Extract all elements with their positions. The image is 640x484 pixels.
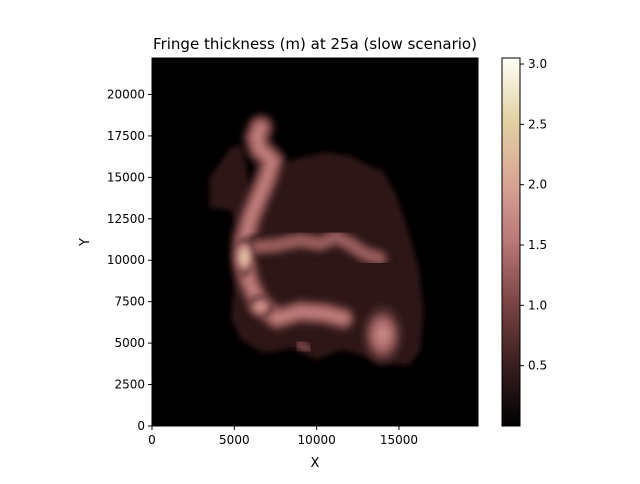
x-axis: 0 5000 10000 15000: [148, 426, 418, 447]
colorbar-gradient: [501, 57, 521, 427]
y-axis-label: Y: [78, 238, 93, 247]
y-tick-label: 10000: [107, 253, 145, 267]
y-tick-label: 7500: [114, 295, 145, 309]
fringe-blob: [246, 295, 275, 319]
fringe-ribbon: [290, 334, 317, 358]
y-tick-label: 5000: [114, 336, 145, 350]
x-tick-label: 5000: [219, 433, 250, 447]
colorbar-tick-label: 3.0: [528, 57, 547, 71]
y-tick-label: 0: [137, 419, 145, 433]
y-tick-label: 12500: [107, 212, 145, 226]
colorbar-tick-label: 1.0: [528, 298, 547, 312]
colorbar-tick-label: 2.0: [528, 178, 547, 192]
y-tick-label: 15000: [107, 170, 145, 184]
y-tick-label: 2500: [114, 378, 145, 392]
x-axis-label: X: [311, 456, 320, 471]
y-tick-label: 17500: [107, 129, 145, 143]
plot-frame: [151, 57, 479, 427]
y-axis: 0 2500 5000 7500 10000 12500 15000 17500 20000: [107, 87, 152, 433]
plot-area: [151, 57, 479, 427]
colorbar-tick-label: 0.5: [528, 359, 547, 373]
colorbar-tick-label: 2.5: [528, 117, 547, 131]
x-tick-label: 0: [148, 433, 156, 447]
colorbar: 0.5 1.0 1.5 2.0 2.5 3.0: [501, 57, 547, 427]
fringe-blob: [361, 304, 404, 365]
fringe-ribbon: [243, 225, 391, 271]
chart-title: Fringe thickness (m) at 25a (slow scenar…: [153, 35, 477, 53]
x-tick-label: 15000: [380, 433, 418, 447]
fringe-blob: [233, 237, 255, 277]
x-tick-label: 10000: [298, 433, 336, 447]
y-tick-label: 20000: [107, 87, 145, 101]
colorbar-tick-label: 1.5: [528, 238, 547, 252]
